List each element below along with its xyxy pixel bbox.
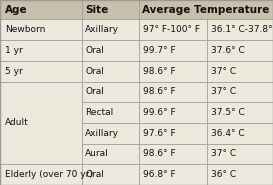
- Text: 37° C: 37° C: [211, 149, 236, 159]
- Text: 97.6° F: 97.6° F: [143, 129, 176, 138]
- Text: 37° C: 37° C: [211, 87, 236, 96]
- Text: 37.6° C: 37.6° C: [211, 46, 245, 55]
- Bar: [82, 82, 139, 102]
- Bar: [82, 61, 139, 82]
- Text: Aural: Aural: [85, 149, 109, 159]
- Bar: [207, 40, 273, 61]
- Bar: [207, 123, 273, 144]
- Text: 99.7° F: 99.7° F: [143, 46, 176, 55]
- Bar: [207, 82, 273, 102]
- Text: Age: Age: [5, 5, 28, 15]
- Text: Axillary: Axillary: [85, 129, 119, 138]
- Bar: [207, 102, 273, 123]
- Bar: [207, 164, 273, 185]
- Bar: [139, 82, 207, 102]
- Bar: [82, 144, 139, 164]
- Text: 37.5° C: 37.5° C: [211, 108, 245, 117]
- Bar: [139, 102, 207, 123]
- Text: 36.1° C-37.8° C: 36.1° C-37.8° C: [211, 25, 273, 34]
- Bar: [82, 40, 139, 61]
- Bar: [139, 164, 207, 185]
- Bar: [82, 164, 139, 185]
- Text: 98.6° F: 98.6° F: [143, 87, 176, 96]
- Bar: [0, 164, 82, 185]
- Bar: [0, 0, 82, 19]
- Text: 36.4° C: 36.4° C: [211, 129, 245, 138]
- Text: Oral: Oral: [85, 170, 104, 179]
- Bar: [139, 61, 207, 82]
- Text: 97° F-100° F: 97° F-100° F: [143, 25, 200, 34]
- Bar: [139, 40, 207, 61]
- Text: 98.6° F: 98.6° F: [143, 149, 176, 159]
- Text: Oral: Oral: [85, 46, 104, 55]
- Bar: [139, 123, 207, 144]
- Text: 96.8° F: 96.8° F: [143, 170, 176, 179]
- Bar: [207, 19, 273, 40]
- Bar: [207, 61, 273, 82]
- Bar: [139, 144, 207, 164]
- Bar: [207, 144, 273, 164]
- Text: Rectal: Rectal: [85, 108, 114, 117]
- Text: Oral: Oral: [85, 67, 104, 76]
- Text: Site: Site: [85, 5, 109, 15]
- Bar: [82, 123, 139, 144]
- Text: Adult: Adult: [5, 118, 29, 127]
- Text: 37° C: 37° C: [211, 67, 236, 76]
- Text: 36° C: 36° C: [211, 170, 236, 179]
- Text: 98.6° F: 98.6° F: [143, 67, 176, 76]
- Bar: [139, 0, 273, 19]
- Bar: [82, 19, 139, 40]
- Bar: [82, 102, 139, 123]
- Text: Oral: Oral: [85, 87, 104, 96]
- Bar: [0, 82, 82, 164]
- Text: Axillary: Axillary: [85, 25, 119, 34]
- Text: 1 yr: 1 yr: [5, 46, 23, 55]
- Text: 99.6° F: 99.6° F: [143, 108, 176, 117]
- Bar: [0, 40, 82, 61]
- Bar: [139, 19, 207, 40]
- Text: Newborn: Newborn: [5, 25, 45, 34]
- Bar: [0, 19, 82, 40]
- Bar: [82, 0, 139, 19]
- Bar: [0, 61, 82, 82]
- Text: Elderly (over 70 yr): Elderly (over 70 yr): [5, 170, 93, 179]
- Text: 5 yr: 5 yr: [5, 67, 23, 76]
- Text: Average Temperature: Average Temperature: [143, 5, 270, 15]
